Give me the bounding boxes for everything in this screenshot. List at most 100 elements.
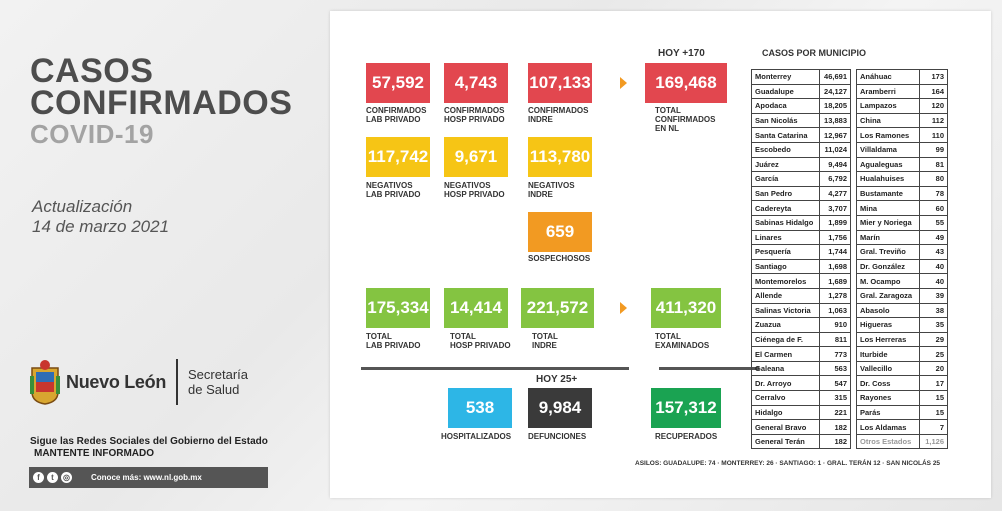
label-line: TOTAL [450,332,476,341]
municipio-cases: 38 [919,302,948,319]
total-lab-privado-value: 175,334 [366,288,430,328]
coat-of-arms-icon [28,358,62,406]
total-confirmados-value: 169,468 [645,63,727,103]
table-row: Marín 49 [855,229,948,246]
label-line: LAB PRIVADO [366,190,421,199]
secretariat-name: Secretaría de Salud [188,367,248,397]
defunciones-label: DEFUNCIONES [528,432,587,441]
municipio-name: Santa Catarina [751,127,820,143]
table-row: Agualeguas 81 [855,156,948,173]
total-hosp-privado-value: 14,414 [444,288,508,328]
municipio-name: Dr. Arroyo [751,375,820,392]
table-row: Iturbide 25 [855,346,948,362]
table-row: Aramberri 164 [855,83,948,100]
municipio-cases: 773 [818,346,852,362]
label-line: TOTAL [366,332,392,341]
municipio-name: Abasolo [855,302,921,319]
recuperados-label: RECUPERADOS [655,432,718,441]
municipio-name: Cerralvo [751,390,820,406]
municipio-cases: 46,691 [818,69,852,85]
municipios-table-right: Anáhuac 173 Aramberri 164 Lampazos 120 China 11… [855,69,948,450]
municipio-name: Marín [855,229,921,246]
table-row: Anáhuac 173 [855,69,948,85]
municipio-name: Iturbide [855,346,921,362]
municipio-cases: 120 [919,98,948,114]
municipio-name: General Terán [751,433,820,450]
twitter-icon[interactable]: t [47,472,58,483]
label-line: HOSP PRIVADO [444,190,505,199]
label-line: INDRE [528,190,553,199]
municipio-name: Agualeguas [855,156,921,173]
municipio-name: Cadereyta [751,200,820,216]
total-examinados-value: 411,320 [651,288,721,328]
label-line: CONFIRMADOS [444,106,505,115]
municipio-name: El Carmen [751,346,820,362]
table-row: Santa Catarina 12,967 [751,127,852,143]
municipio-cases: 35 [919,317,948,333]
table-row: San Pedro 4,277 [751,185,852,202]
municipio-name: Guadalupe [751,83,820,100]
negativos-indre-label: NEGATIVOS INDRE [528,181,575,199]
confirmados-hosp-privado-label: CONFIRMADOS HOSP PRIVADO [444,106,505,124]
table-row: Dr. González 40 [855,258,948,275]
social-line-1: Sigue las Redes Sociales del Gobierno de… [30,436,268,447]
stats-card: HOY +170 57,592 CONFIRMADOS LAB PRIVADO … [330,11,991,498]
municipio-cases: 6,792 [818,171,852,187]
municipio-cases: 15 [919,404,948,421]
total-indre-label: TOTAL INDRE [532,332,558,350]
municipio-cases: 1,698 [818,258,852,275]
title-line-3: COVID-19 [30,119,154,149]
municipio-cases: 49 [919,229,948,246]
sospechosos-label: SOSPECHOSOS [528,254,591,263]
municipio-name: Villaldama [855,141,921,158]
facebook-icon[interactable]: f [33,472,44,483]
table-row: Santiago 1,698 [751,258,852,275]
municipio-cases: 11,024 [818,141,852,158]
municipio-cases: 1,278 [818,287,852,304]
municipio-cases: 81 [919,156,948,173]
municipio-name: Vallecillo [855,360,921,377]
municipio-name: Montemorelos [751,273,820,289]
municipios-table-left: Monterrey 46,691 Guadalupe 24,127 Apodaca 18,… [751,69,852,450]
label-line: CONFIRMADOS [366,106,427,115]
negativos-lab-privado-label: NEGATIVOS LAB PRIVADO [366,181,421,199]
hoy-deaths: HOY 25+ [536,374,578,385]
municipio-cases: 1,744 [818,244,852,260]
municipio-name: Mier y Noriega [855,214,921,231]
municipio-name: Rayones [855,390,921,406]
hoy-confirmed: HOY +170 [658,48,705,59]
confirmados-lab-privado-label: CONFIRMADOS LAB PRIVADO [366,106,426,124]
municipio-name: Escobedo [751,141,820,158]
municipio-cases: 1,126 [919,433,948,450]
municipio-cases: 221 [818,404,852,421]
table-row: Monterrey 46,691 [751,69,852,85]
municipio-name: General Bravo [751,419,820,435]
instagram-icon[interactable]: ◎ [61,472,72,483]
municipio-name: San Pedro [751,185,820,202]
label-line: INDRE [528,115,553,124]
municipio-cases: 811 [818,331,852,348]
municipio-cases: 7 [919,419,948,435]
table-row: Los Ramones 110 [855,127,948,143]
label-line: HOSP PRIVADO [450,341,511,350]
municipio-name: Dr. González [855,258,921,275]
municipio-cases: 1,756 [818,229,852,246]
total-hosp-privado-label: TOTAL HOSP PRIVADO [450,332,511,350]
municipio-name: Juárez [751,156,820,173]
title-line-1: CASOS [30,52,154,90]
table-row: Parás 15 [855,404,948,421]
municipio-cases: 315 [818,390,852,406]
logo-divider [176,359,179,405]
municipio-name: García [751,171,820,187]
municipio-name: Santiago [751,258,820,275]
more-info-link[interactable]: Conoce más: www.nl.gob.mx [91,473,202,482]
table-row: Juárez 9,494 [751,156,852,173]
table-row: Guadalupe 24,127 [751,83,852,100]
municipio-cases: 547 [818,375,852,392]
municipio-cases: 173 [919,69,948,85]
municipio-cases: 1,689 [818,273,852,289]
title-line-2: CONFIRMADOS [30,84,293,122]
table-row: General Terán 182 [751,433,852,450]
municipio-cases: 110 [919,127,948,143]
update-date: 14 de marzo 2021 [32,217,170,236]
